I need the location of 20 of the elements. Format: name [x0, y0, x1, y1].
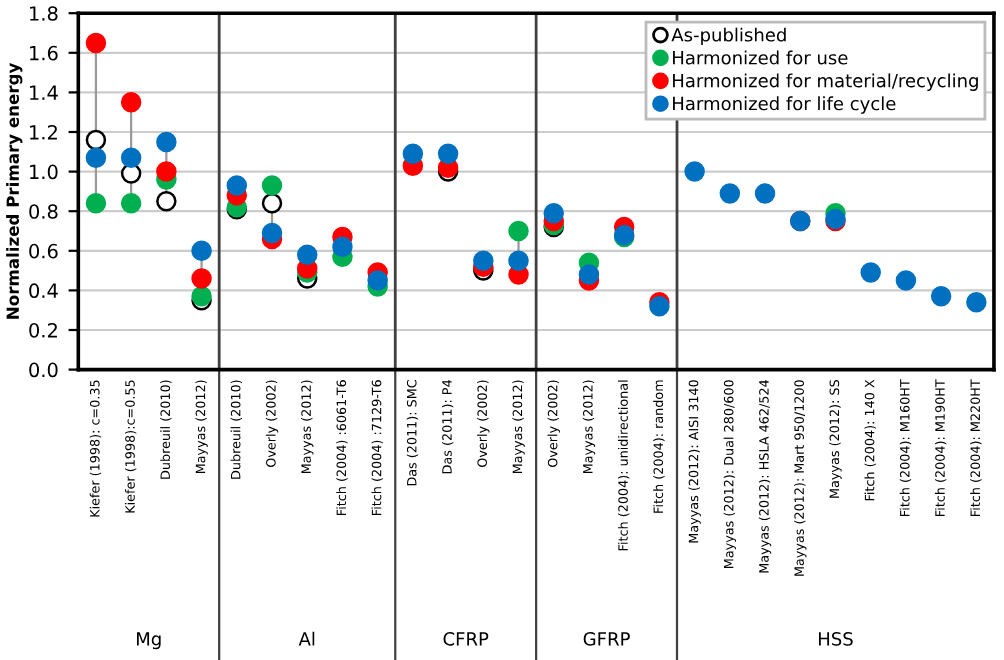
y-tick-label: 0.2 — [29, 322, 57, 338]
y-tick-label: 0.4 — [29, 283, 58, 299]
legend-label: As-published — [671, 27, 786, 46]
y-tick-label: 1.4 — [30, 85, 58, 100]
y-tick-label: 0.8 — [29, 204, 58, 219]
y-tick-label: 1.6 — [30, 45, 58, 61]
text: HSS — [819, 632, 853, 646]
y-tick-label: 1.8 — [30, 6, 58, 21]
y-tick-label: 0.6 — [29, 243, 58, 259]
y-tick-label: 0.0 — [29, 362, 58, 378]
text: Mg — [137, 632, 161, 650]
legend-label: Harmonized for material/recycling — [673, 73, 978, 91]
y-tick-label: 1.0 — [30, 164, 58, 180]
y-axis-title: Normalized Primary energy — [6, 62, 23, 319]
text: GFRP — [583, 632, 630, 646]
legend-label: Harmonized for life cycle — [673, 96, 896, 114]
text: Al — [298, 631, 315, 646]
legend-label: Harmonized for use — [673, 50, 848, 65]
y-tick-label: 1.2 — [30, 124, 57, 140]
text: CFRP — [443, 632, 489, 646]
